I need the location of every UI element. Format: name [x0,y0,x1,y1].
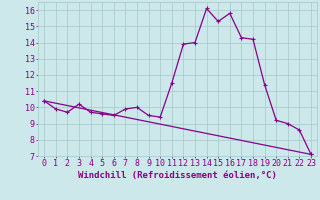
X-axis label: Windchill (Refroidissement éolien,°C): Windchill (Refroidissement éolien,°C) [78,171,277,180]
